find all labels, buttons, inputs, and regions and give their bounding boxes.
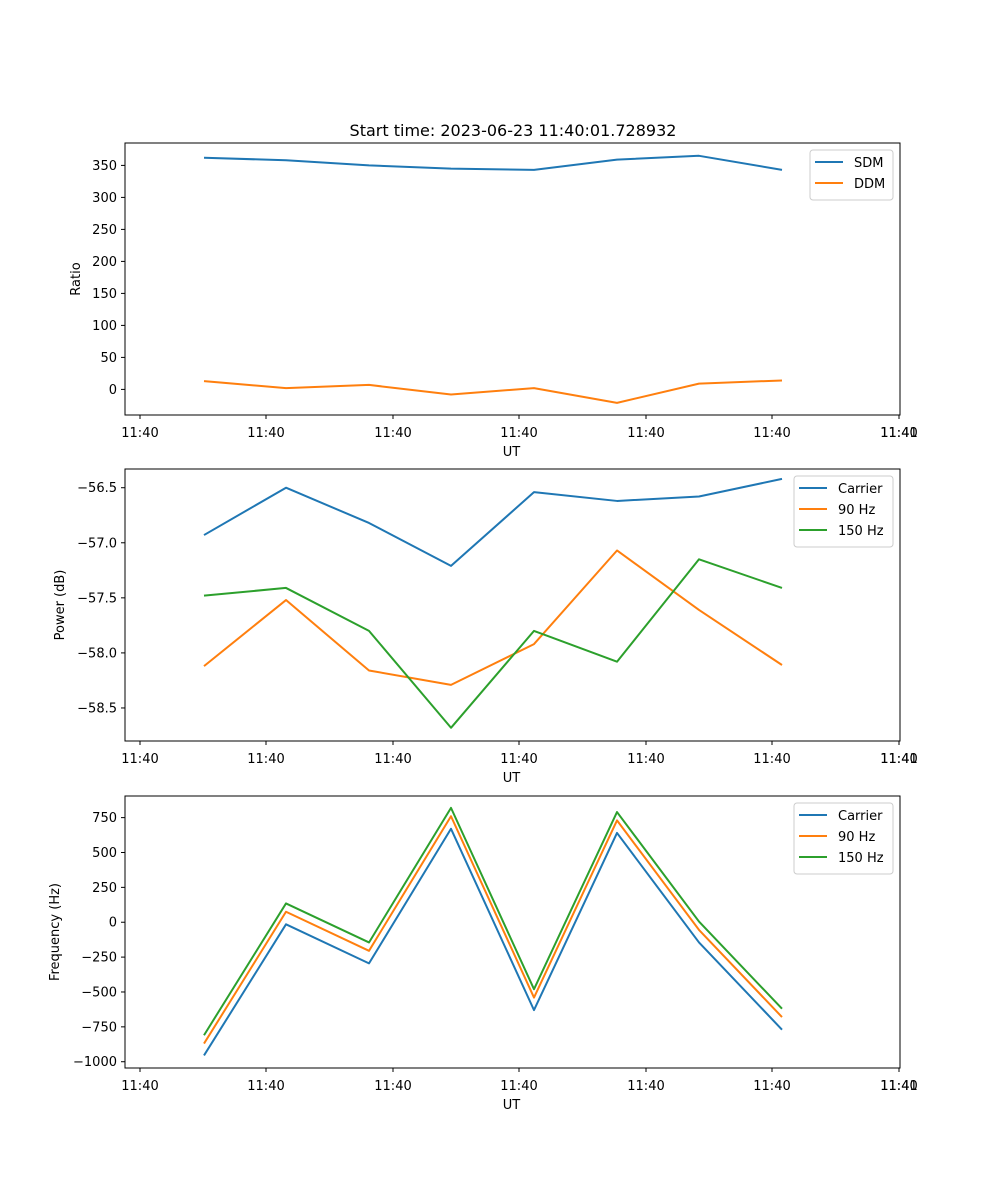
x-tick-label: 11:40 [500,426,537,441]
y-tick-label: −500 [81,985,117,1000]
y-tick-label: −1000 [73,1055,117,1070]
y-tick-label: −57.5 [77,591,117,606]
legend-label: 150 Hz [838,524,884,539]
x-tick-label: 11:40 [880,1079,917,1094]
legend-label: Carrier [838,809,883,824]
y-tick-label: −57.0 [77,536,117,551]
subplots: 11:40 11:40 11:40 11:40 11:40 11:40 11:4011:41… [48,142,918,1113]
y-axis-label: Frequency (Hz) [48,883,63,981]
x-tick-label: 11:40 [627,426,664,441]
y-tick-label: −58.0 [77,646,117,661]
series-line-ddm [203,379,783,404]
y-tick-label: 50 [100,351,117,366]
x-tick-label: 11:40 [374,1079,411,1094]
x-axis-label: UT [503,445,521,460]
x-tick-label: 11:40 [627,1079,664,1094]
x-tick-label: 11:40 [247,752,284,767]
y-tick-label: 100 [92,319,117,334]
x-tick-label: 11:41 [880,752,917,767]
y-tick-label: −750 [81,1020,117,1035]
x-tick-label: 11:40 [627,752,664,767]
x-axis-label: UT [503,771,521,786]
x-tick-label: 11:40 [753,1079,790,1094]
y-tick-label: 0 [109,383,117,398]
x-tick-label: 11:41 [880,1079,917,1094]
y-axis-label: Power (dB) [53,570,68,641]
subplot-2: 11:40 11:40 11:40 11:40 11:40 11:40 11:4011:41… [53,468,918,786]
y-tick-label: 500 [92,846,117,861]
x-tick-label: 11:40 [753,752,790,767]
legend: SDM DDM [809,149,894,201]
y-tick-label: −250 [81,951,117,966]
series-line-sdm [203,154,783,171]
x-tick-label: 11:40 [247,426,284,441]
legend-label: 90 Hz [838,830,875,845]
legend-label: Carrier [838,482,883,497]
y-tick-label: 750 [92,811,117,826]
plot-frame [124,468,901,742]
legend-label: 90 Hz [838,503,875,518]
subplot-1: 11:40 11:40 11:40 11:40 11:40 11:40 11:4011:41… [69,142,918,460]
x-tick-label: 11:41 [880,426,917,441]
y-tick-label: 300 [92,191,117,206]
x-tick-label: 11:40 [374,752,411,767]
y-tick-label: −56.5 [77,481,117,496]
x-axis-label: UT [503,1098,521,1113]
x-tick-label: 11:40 [374,426,411,441]
legend: Carrier 90 Hz 150 Hz [793,802,894,875]
x-tick-label: 11:40 [753,426,790,441]
x-tick-label: 11:40 [500,752,537,767]
y-axis-label: Ratio [69,262,84,295]
legend-label: 150 Hz [838,851,884,866]
series-line-150-hz [203,806,783,1036]
x-tick-label: 11:40 [880,752,917,767]
y-tick-label: 150 [92,287,117,302]
x-tick-label: 11:40 [121,752,158,767]
x-tick-label: 11:40 [247,1079,284,1094]
x-tick-label: 11:40 [880,426,917,441]
y-tick-label: 0 [109,916,117,931]
x-tick-label: 11:40 [121,1079,158,1094]
plot-frame [124,795,901,1069]
subplot-3: 11:40 11:40 11:40 11:40 11:40 11:40 11:4011:41… [48,795,918,1113]
figure-title: Start time: 2023-06-23 11:40:01.728932 [350,121,677,140]
y-tick-label: 350 [92,159,117,174]
series-line-carrier [203,477,783,567]
series-line-90-hz [203,549,783,686]
y-tick-label: −58.5 [77,701,117,716]
series-line-150-hz [203,558,783,729]
plot-frame [124,142,901,416]
legend-label: SDM [854,156,883,171]
series-line-carrier [203,827,783,1056]
y-tick-label: 250 [92,223,117,238]
x-tick-label: 11:40 [500,1079,537,1094]
y-tick-label: 200 [92,255,117,270]
y-tick-label: 250 [92,881,117,896]
series-line-90-hz [203,815,783,1045]
x-tick-label: 11:40 [121,426,158,441]
legend: Carrier 90 Hz 150 Hz [793,475,894,548]
legend-label: DDM [854,177,885,192]
